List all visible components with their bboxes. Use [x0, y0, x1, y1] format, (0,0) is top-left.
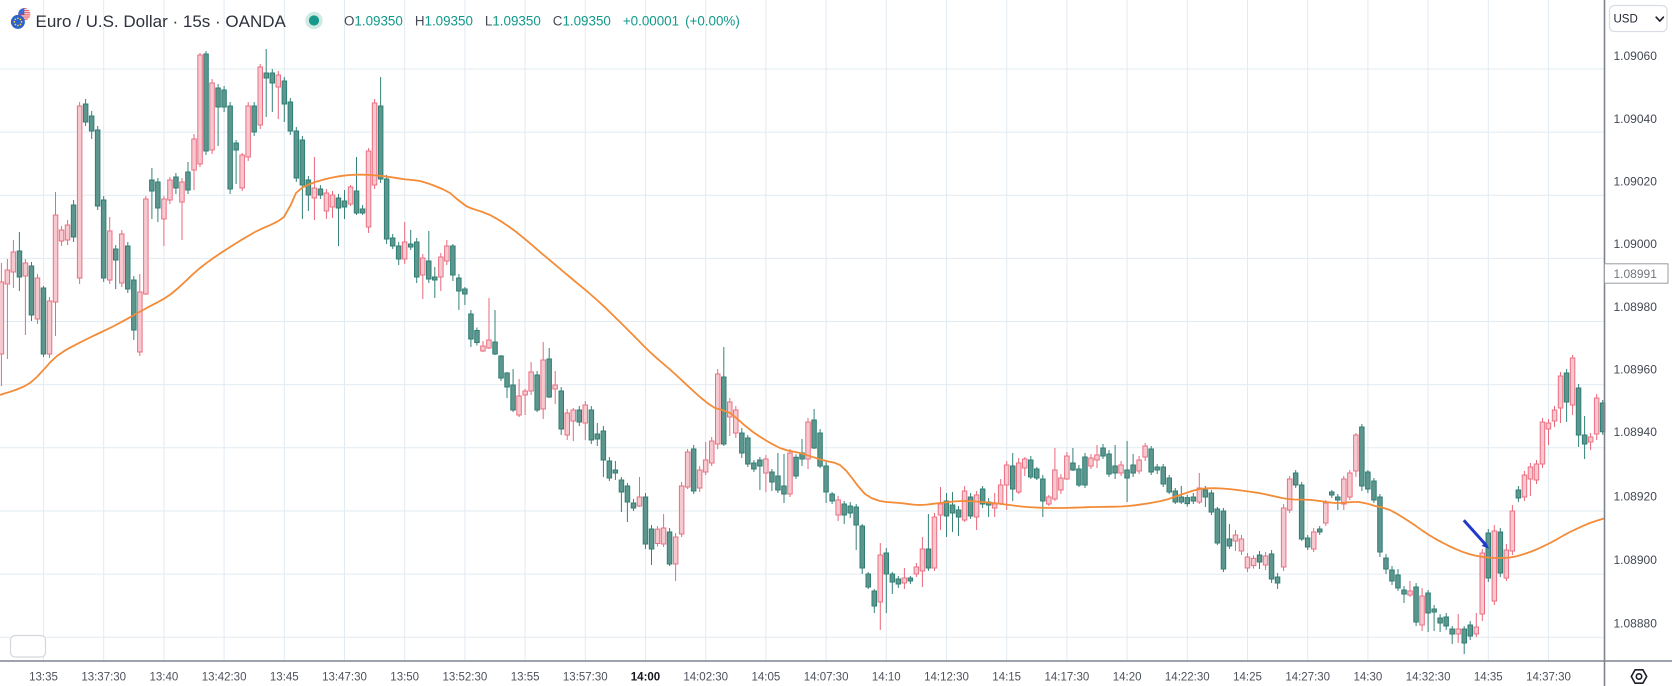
svg-text:1.08960: 1.08960: [1614, 363, 1658, 377]
svg-text:1.08920: 1.08920: [1614, 490, 1658, 504]
svg-text:1.08880: 1.08880: [1614, 617, 1658, 631]
svg-text:14:20: 14:20: [1113, 672, 1142, 684]
svg-text:13:52:30: 13:52:30: [443, 672, 488, 684]
svg-text:13:40: 13:40: [150, 672, 179, 684]
svg-text:Euro / U.S. Dollar · 15s · OAN: Euro / U.S. Dollar · 15s · OANDA: [36, 12, 287, 31]
svg-text:13:57:30: 13:57:30: [563, 672, 608, 684]
svg-text:1.09000: 1.09000: [1614, 237, 1658, 251]
svg-text:14:22:30: 14:22:30: [1165, 672, 1210, 684]
svg-text:14:10: 14:10: [872, 672, 901, 684]
svg-text:13:55: 13:55: [511, 672, 540, 684]
svg-text:14:02:30: 14:02:30: [683, 672, 728, 684]
svg-text:14:05: 14:05: [752, 672, 781, 684]
svg-text:14:30: 14:30: [1354, 672, 1383, 684]
svg-text:1.08980: 1.08980: [1614, 300, 1658, 314]
svg-text:14:27:30: 14:27:30: [1285, 672, 1330, 684]
svg-text:13:37:30: 13:37:30: [81, 672, 126, 684]
svg-text:1.09040: 1.09040: [1614, 112, 1658, 126]
svg-text:1.09020: 1.09020: [1614, 175, 1658, 189]
svg-text:14:37:30: 14:37:30: [1526, 672, 1571, 684]
svg-text:13:35: 13:35: [29, 672, 58, 684]
svg-text:1.09060: 1.09060: [1614, 49, 1658, 63]
svg-text:14:07:30: 14:07:30: [804, 672, 849, 684]
svg-text:14:32:30: 14:32:30: [1406, 672, 1451, 684]
svg-text:14:15: 14:15: [992, 672, 1021, 684]
svg-text:14:25: 14:25: [1233, 672, 1262, 684]
svg-text:1.08900: 1.08900: [1614, 553, 1658, 567]
svg-text:13:47:30: 13:47:30: [322, 672, 367, 684]
svg-text:13:45: 13:45: [270, 672, 299, 684]
svg-text:USD: USD: [1614, 14, 1638, 26]
svg-text:1.08940: 1.08940: [1614, 425, 1658, 439]
svg-text:13:42:30: 13:42:30: [202, 672, 247, 684]
svg-text:13:50: 13:50: [390, 672, 419, 684]
svg-text:14:17:30: 14:17:30: [1045, 672, 1090, 684]
svg-text:14:00: 14:00: [631, 672, 660, 684]
svg-text:14:12:30: 14:12:30: [924, 672, 969, 684]
svg-text:14:35: 14:35: [1474, 672, 1503, 684]
svg-text:1.08991: 1.08991: [1614, 267, 1658, 281]
